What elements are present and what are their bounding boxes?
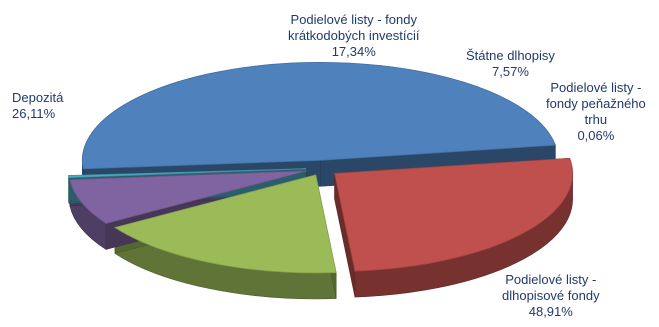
label-value: 26,11%	[12, 106, 56, 121]
label-line: Depozitá	[12, 90, 64, 105]
label-line: Podielové listy - fondy	[290, 12, 417, 27]
pie-slice-1-top	[334, 157, 573, 272]
pie-slice-3-top	[69, 170, 307, 224]
label-line: Štátne dlhopisy	[466, 48, 555, 63]
label-penazny-trh: Podielové listy - fondy peňažného trhu 0…	[546, 80, 646, 144]
pie-slice-4-top	[68, 168, 307, 179]
label-statne-dlhopisy: Štátne dlhopisy 7,57%	[466, 48, 555, 80]
label-value: 17,34%	[331, 44, 376, 59]
label-line: dlhopisové fondy	[502, 288, 600, 303]
label-value: 7,57%	[492, 64, 529, 79]
label-line: Podielové listy -	[550, 80, 642, 95]
label-line: Podielové listy -	[505, 272, 597, 287]
label-line: trhu	[584, 112, 608, 127]
label-line: fondy peňažného	[546, 96, 646, 111]
label-line: krátkodobých investícií	[288, 28, 420, 43]
label-dlhopisove-fondy: Podielové listy - dlhopisové fondy 48,91…	[502, 272, 600, 320]
label-depozita: Depozitá 26,11%	[12, 90, 63, 122]
label-kratkodobe-investicie: Podielové listy - fondy krátkodobých inv…	[288, 12, 420, 60]
pie-top-layer	[68, 61, 573, 274]
label-value: 0,06%	[577, 128, 615, 143]
pie-slice-0-top	[81, 61, 557, 170]
label-value: 48,91%	[528, 304, 573, 319]
pie-slice-2-top	[114, 174, 337, 274]
